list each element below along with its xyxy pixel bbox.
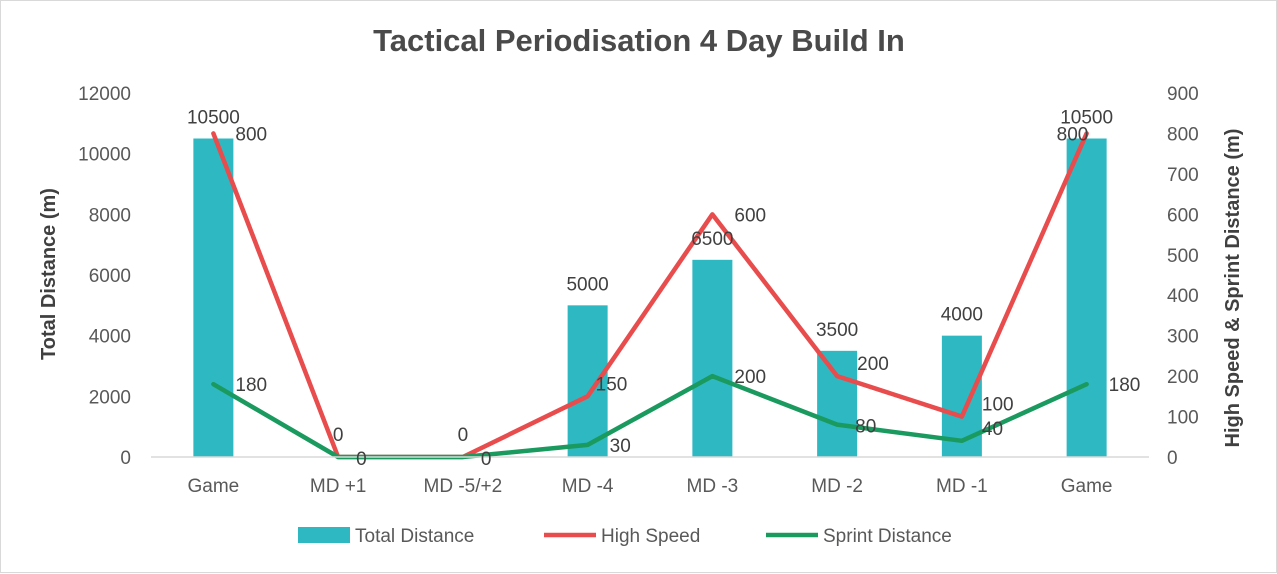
- legend-label: High Speed: [601, 526, 700, 547]
- data-label-sprint-distance: 0: [481, 449, 492, 470]
- tick-labels-group: 0200040006000800010000120000100200300400…: [78, 84, 1199, 497]
- x-tick-label: MD -4: [562, 476, 614, 497]
- y-left-tick-label: 2000: [89, 387, 131, 408]
- y-axis-right-title: High Speed & Sprint Distance (m): [1222, 129, 1244, 448]
- data-label-high-speed: 800: [1057, 124, 1089, 145]
- data-label-sprint-distance: 180: [235, 375, 267, 396]
- data-label-high-speed: 0: [458, 425, 469, 446]
- data-label-total-distance: 4000: [941, 305, 983, 326]
- legend: Total Distance High Speed Sprint Distance: [298, 526, 952, 547]
- legend-label: Sprint Distance: [823, 526, 952, 547]
- data-label-sprint-distance: 40: [982, 419, 1003, 440]
- y-right-tick-label: 500: [1167, 246, 1199, 267]
- x-tick-label: MD +1: [310, 476, 367, 497]
- data-label-high-speed: 100: [982, 395, 1014, 416]
- data-label-total-distance: 3500: [816, 320, 858, 341]
- x-tick-label: Game: [1061, 476, 1113, 497]
- y-right-tick-label: 0: [1167, 448, 1178, 469]
- chart-title: Tactical Periodisation 4 Day Build In: [373, 23, 905, 58]
- y-right-tick-label: 900: [1167, 84, 1199, 105]
- legend-label: Total Distance: [355, 526, 474, 547]
- y-right-tick-label: 700: [1167, 165, 1199, 186]
- x-tick-label: MD -5/+2: [424, 476, 503, 497]
- y-left-tick-label: 10000: [78, 145, 131, 166]
- x-tick-label: MD -2: [811, 476, 863, 497]
- data-label-sprint-distance: 0: [356, 449, 367, 470]
- y-left-tick-label: 0: [120, 448, 131, 469]
- y-left-tick-label: 8000: [89, 205, 131, 226]
- legend-swatch-total-distance: [298, 527, 350, 543]
- data-label-high-speed: 600: [734, 205, 766, 226]
- data-label-high-speed: 800: [235, 124, 267, 145]
- y-right-tick-label: 400: [1167, 286, 1199, 307]
- data-label-total-distance: 10500: [187, 108, 240, 129]
- data-label-sprint-distance: 180: [1109, 375, 1141, 396]
- bar-total-distance: [1067, 139, 1107, 458]
- x-tick-label: MD -3: [687, 476, 739, 497]
- data-label-sprint-distance: 30: [610, 436, 631, 457]
- x-tick-label: Game: [188, 476, 240, 497]
- y-right-tick-label: 600: [1167, 205, 1199, 226]
- bar-total-distance: [817, 351, 857, 457]
- bar-total-distance: [193, 139, 233, 458]
- data-label-high-speed: 0: [333, 425, 344, 446]
- x-tick-label: MD -1: [936, 476, 988, 497]
- y-left-tick-label: 6000: [89, 266, 131, 287]
- y-right-tick-label: 800: [1167, 124, 1199, 145]
- y-axis-left-title: Total Distance (m): [38, 188, 60, 360]
- data-label-sprint-distance: 200: [734, 367, 766, 388]
- y-left-tick-label: 12000: [78, 84, 131, 105]
- data-label-sprint-distance: 80: [855, 417, 876, 438]
- y-right-tick-label: 100: [1167, 408, 1199, 429]
- y-right-tick-label: 300: [1167, 327, 1199, 348]
- y-right-tick-label: 200: [1167, 367, 1199, 388]
- data-label-total-distance: 5000: [566, 274, 608, 295]
- bar-total-distance: [692, 260, 732, 457]
- y-left-tick-label: 4000: [89, 327, 131, 348]
- data-label-high-speed: 200: [857, 354, 889, 375]
- data-label-high-speed: 150: [596, 374, 628, 395]
- data-label-total-distance: 6500: [691, 229, 733, 250]
